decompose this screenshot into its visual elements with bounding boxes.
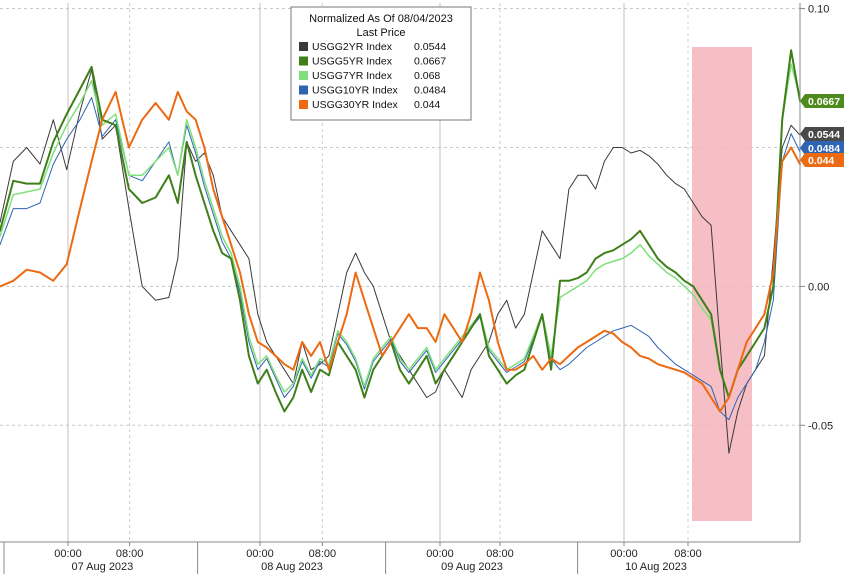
legend-series-name: USGG10YR Index [312, 85, 399, 97]
legend-swatch [299, 56, 308, 66]
legend-last-price: 0.044 [414, 99, 440, 111]
legend-swatch [299, 100, 308, 109]
x-tick-label: 00:00 [610, 548, 638, 560]
x-tick-label: 00:00 [54, 548, 82, 560]
last-price-tag [800, 94, 844, 108]
last-price-label: 0.044 [808, 155, 834, 167]
legend-swatch [299, 42, 308, 51]
legend-swatch [299, 71, 308, 80]
series-line [0, 90, 801, 413]
date-label: 07 Aug 2023 [72, 561, 134, 573]
series-line [0, 69, 801, 454]
last-price-label: 0.0667 [808, 96, 840, 108]
legend-series-name: USGG5YR Index [312, 56, 393, 68]
last-price-tag [800, 127, 844, 141]
last-price-tag [800, 141, 844, 155]
x-tick-label: 08:00 [116, 548, 144, 560]
grid-lines [0, 3, 800, 542]
x-axis-ticks: 00:00 08:00 00:00 08:00 00:00 08:00 00:00 08:00… [3, 542, 702, 574]
legend-last-price: 0.0667 [414, 56, 446, 68]
legend-last-price: 0.0484 [414, 85, 446, 97]
legend-header: Last Price [357, 27, 406, 39]
series-lines [0, 49, 801, 454]
legend-series-name: USGG2YR Index [312, 41, 393, 53]
y-tick-label: 0.00 [808, 281, 829, 293]
y-tick-label: 0.10 [808, 4, 829, 16]
last-price-tag [800, 153, 844, 167]
x-tick-label: 00:00 [246, 548, 274, 560]
legend: Normalized As Of 08/04/2023 Last Price U… [290, 6, 472, 121]
legend-items: USGG2YR Index 0.0544 USGG5YR Index 0.0667 US… [299, 41, 446, 111]
legend-swatch [299, 85, 308, 95]
chart-title: Normalized As Of 08/04/2023 [309, 13, 453, 25]
series-line [0, 49, 801, 413]
last-price-label: 0.0544 [808, 129, 840, 141]
x-tick-label: 08:00 [309, 548, 337, 560]
legend-last-price: 0.0544 [414, 41, 446, 53]
legend-series-name: USGG30YR Index [312, 99, 399, 111]
series-line [0, 63, 801, 399]
x-tick-label: 08:00 [674, 548, 702, 560]
legend-series-name: USGG7YR Index [312, 70, 393, 82]
highlight-region [692, 47, 752, 521]
date-label: 08 Aug 2023 [261, 561, 323, 573]
date-label: 10 Aug 2023 [625, 561, 687, 573]
legend-box [290, 6, 472, 121]
legend-last-price: 0.068 [414, 70, 440, 82]
y-tick-label: -0.05 [808, 420, 833, 432]
date-label: 09 Aug 2023 [441, 561, 503, 573]
y-axis-ticks: 0.10 0.00 -0.05 [800, 4, 833, 432]
x-tick-label: 08:00 [486, 548, 514, 560]
x-tick-label: 00:00 [426, 548, 454, 560]
last-price-label: 0.0484 [808, 143, 840, 155]
